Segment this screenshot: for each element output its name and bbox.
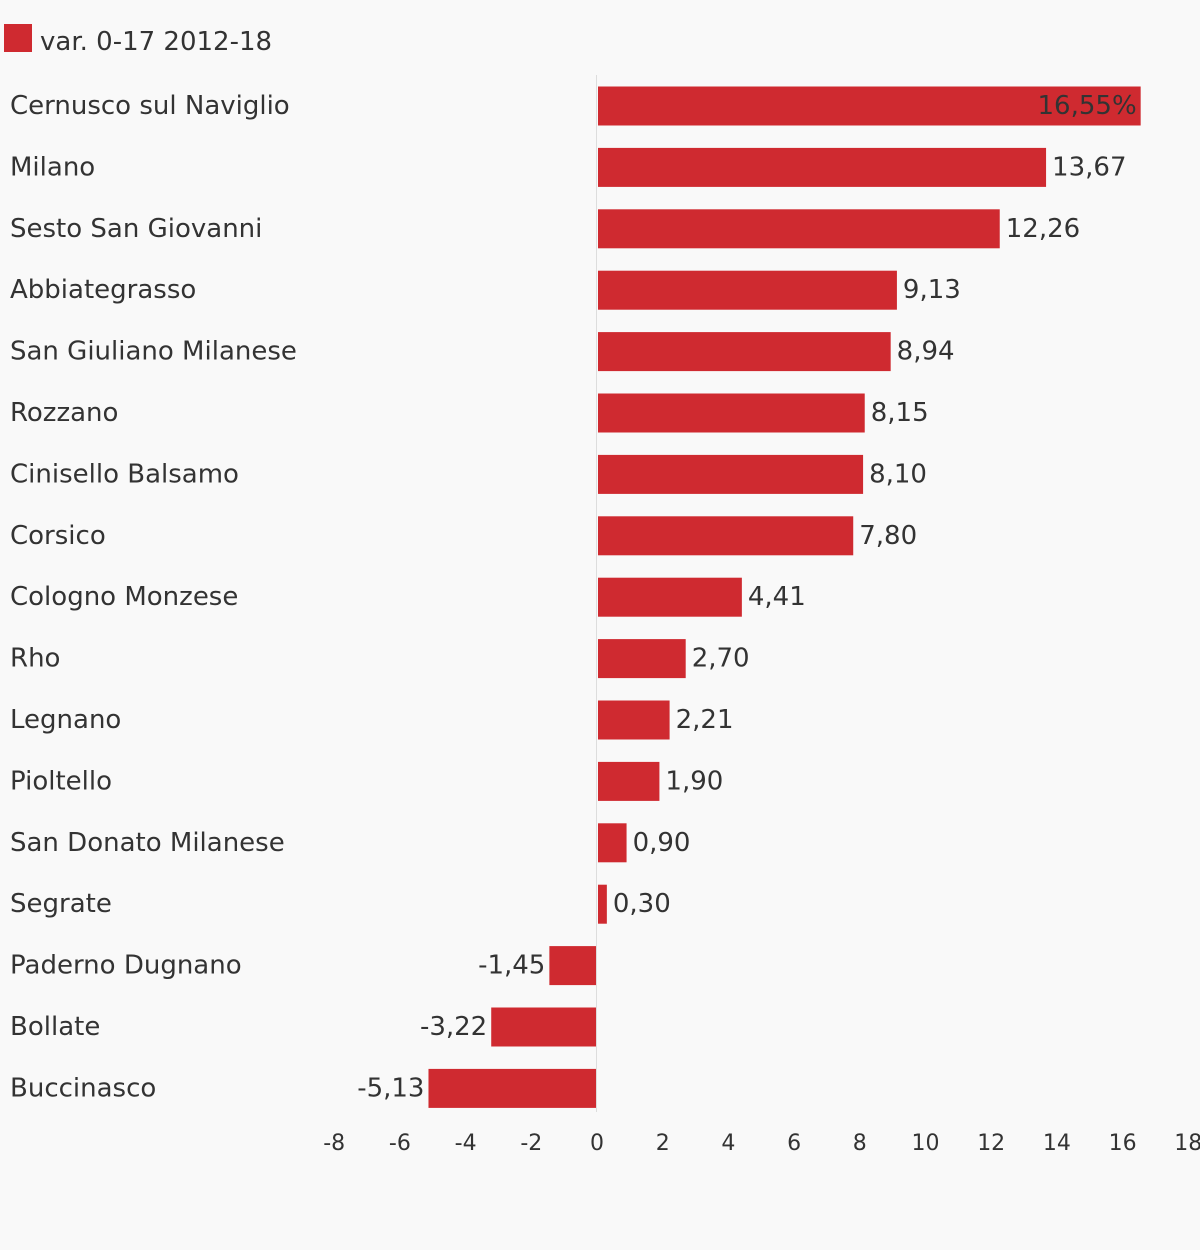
category-label: Cologno Monzese <box>10 582 238 612</box>
bar <box>428 1068 596 1108</box>
category-label: Cinisello Balsamo <box>10 459 239 489</box>
category-label: Rho <box>10 644 60 674</box>
category-label: Buccinasco <box>10 1073 156 1103</box>
x-tick-label: 2 <box>656 1131 670 1156</box>
value-label: -1,45 <box>478 951 545 981</box>
category-label: Pioltello <box>10 766 112 796</box>
bar <box>598 700 670 740</box>
category-label: Legnano <box>10 705 121 735</box>
category-label: Sesto San Giovanni <box>10 214 262 244</box>
value-labels: 16,55% 13,67 12,26 9,13 8,94 8,15 8,10 7,80 4,41… <box>357 91 1136 1103</box>
legend: var. 0-17 2012-18 <box>4 24 272 57</box>
x-tick-label: -8 <box>323 1131 345 1156</box>
category-label: Rozzano <box>10 398 118 428</box>
bar <box>598 823 627 863</box>
category-label: Abbiategrasso <box>10 275 196 305</box>
value-label: -5,13 <box>357 1073 424 1103</box>
category-label: Bollate <box>10 1012 100 1042</box>
value-label: 16,55% <box>1038 91 1137 121</box>
value-label: 7,80 <box>859 521 917 551</box>
x-tick-label: 14 <box>1043 1131 1071 1156</box>
x-tick-label: -2 <box>520 1131 542 1156</box>
x-tick-label: 0 <box>590 1131 604 1156</box>
legend-swatch <box>4 24 32 52</box>
value-label: 13,67 <box>1052 152 1126 182</box>
category-label: Milano <box>10 152 95 182</box>
bar <box>549 946 596 986</box>
x-tick-label: -4 <box>455 1131 477 1156</box>
value-label: 0,30 <box>613 889 671 919</box>
bar <box>598 393 865 433</box>
category-labels: Cernusco sul Naviglio Milano Sesto San Gio… <box>10 91 297 1103</box>
value-label: 8,94 <box>897 337 955 367</box>
category-label: Corsico <box>10 521 106 551</box>
x-axis-ticks: -8 -6 -4 -2 0 2 4 6 8 10 12 14 16 18 <box>323 1131 1200 1156</box>
category-label: Cernusco sul Naviglio <box>10 91 290 121</box>
category-label: San Giuliano Milanese <box>10 337 297 367</box>
value-label: 12,26 <box>1006 214 1080 244</box>
x-tick-label: 16 <box>1109 1131 1137 1156</box>
bar <box>598 454 864 494</box>
x-tick-label: -6 <box>389 1131 411 1156</box>
value-label: 4,41 <box>748 582 806 612</box>
bar <box>598 884 607 924</box>
x-tick-label: 8 <box>853 1131 867 1156</box>
value-label: 2,70 <box>692 644 750 674</box>
bar <box>598 516 854 556</box>
bar <box>598 209 1000 249</box>
value-label: 1,90 <box>665 766 723 796</box>
category-label: San Donato Milanese <box>10 828 285 858</box>
x-tick-label: 12 <box>977 1131 1005 1156</box>
value-label: 8,10 <box>869 459 927 489</box>
bar <box>598 86 1141 126</box>
value-label: 8,15 <box>871 398 929 428</box>
x-tick-label: 18 <box>1174 1131 1200 1156</box>
category-label: Segrate <box>10 889 112 919</box>
bars <box>428 86 1141 1108</box>
value-label: 2,21 <box>676 705 734 735</box>
bar <box>598 577 742 617</box>
bar <box>598 270 897 310</box>
bar <box>598 639 686 679</box>
value-label: -3,22 <box>420 1012 487 1042</box>
value-label: 9,13 <box>903 275 961 305</box>
x-tick-label: 10 <box>912 1131 940 1156</box>
x-tick-label: 4 <box>721 1131 735 1156</box>
bar <box>598 147 1047 187</box>
bar <box>491 1007 596 1047</box>
bar <box>598 761 660 801</box>
value-label: 0,90 <box>633 828 691 858</box>
category-label: Paderno Dugnano <box>10 951 242 981</box>
bar <box>598 332 891 372</box>
x-tick-label: 6 <box>787 1131 801 1156</box>
legend-label: var. 0-17 2012-18 <box>40 27 272 57</box>
